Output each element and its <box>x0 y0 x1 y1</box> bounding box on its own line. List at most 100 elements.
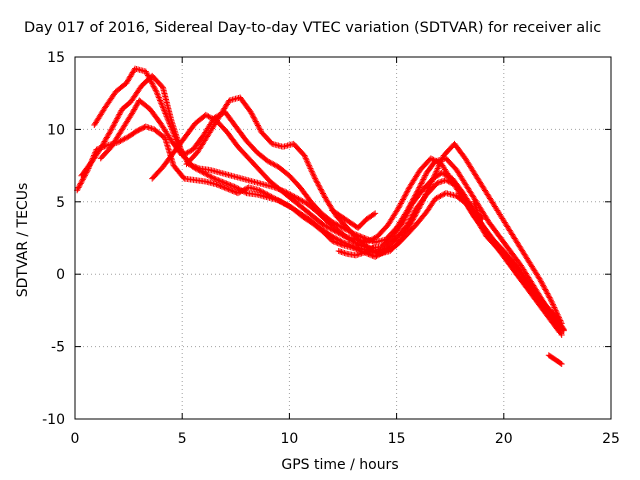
data-point <box>308 166 315 173</box>
data-point <box>133 102 140 109</box>
data-point <box>410 196 417 203</box>
data-point <box>172 135 179 142</box>
data-point <box>537 278 544 285</box>
y-tick-label: 10 <box>47 122 65 138</box>
data-point <box>410 216 417 223</box>
data-point <box>540 282 547 289</box>
data-point <box>189 162 196 169</box>
data-point <box>431 172 438 179</box>
data-point <box>273 162 279 169</box>
data-point <box>395 204 402 211</box>
data-point <box>77 181 84 188</box>
data-point <box>549 301 556 308</box>
data-point <box>222 185 229 192</box>
data-point <box>155 94 162 101</box>
data-point <box>438 192 445 199</box>
data-point <box>306 164 313 171</box>
data-point <box>427 181 434 188</box>
data-point <box>545 293 552 300</box>
data-point <box>558 320 565 327</box>
data-point <box>112 119 119 126</box>
data-point <box>416 184 423 191</box>
data-point <box>421 194 428 201</box>
data-point <box>340 239 346 246</box>
data-point <box>409 198 416 205</box>
data-point <box>79 177 86 184</box>
data-point <box>134 101 141 108</box>
data-point <box>409 217 416 224</box>
data-point <box>256 125 263 132</box>
data-point <box>405 187 412 194</box>
data-point <box>546 294 553 301</box>
data-point <box>278 198 285 205</box>
data-point <box>341 239 348 246</box>
data-point <box>292 194 299 201</box>
data-point <box>129 109 136 116</box>
data-point <box>541 285 548 292</box>
data-point <box>226 186 233 193</box>
data-point <box>413 189 420 196</box>
data-point <box>552 307 559 314</box>
data-point <box>309 169 316 176</box>
data-point <box>234 185 241 192</box>
plot-frame <box>74 56 612 420</box>
data-point <box>431 157 438 164</box>
data-point <box>434 166 441 173</box>
data-point <box>344 240 351 247</box>
data-point <box>366 237 373 244</box>
data-point <box>222 179 229 186</box>
data-point <box>270 161 277 168</box>
data-point <box>204 112 211 119</box>
data-point <box>337 223 344 230</box>
data-point <box>349 243 356 250</box>
data-point <box>187 148 194 155</box>
data-point <box>430 156 437 163</box>
data-point <box>442 177 449 184</box>
data-point <box>173 136 180 143</box>
data-point <box>415 205 422 212</box>
series-track-9 <box>470 198 486 223</box>
data-point <box>331 227 338 234</box>
data-point <box>556 316 563 323</box>
data-point <box>330 234 337 241</box>
data-point <box>340 232 347 239</box>
data-point <box>206 114 213 121</box>
data-point <box>422 172 429 179</box>
data-point <box>131 106 138 113</box>
data-point <box>335 222 342 229</box>
data-point <box>152 86 159 93</box>
data-point <box>155 93 162 100</box>
data-point <box>417 202 424 209</box>
data-point <box>156 95 163 102</box>
data-point <box>164 114 171 121</box>
data-point <box>162 110 169 117</box>
data-point <box>76 183 83 190</box>
data-point <box>164 116 171 123</box>
data-point <box>149 80 156 87</box>
data-point <box>169 127 176 134</box>
data-point <box>406 203 413 210</box>
y-tick-label: 15 <box>47 50 65 66</box>
data-point <box>238 187 245 194</box>
data-point <box>117 110 124 117</box>
data-point <box>157 97 164 104</box>
data-point <box>412 210 419 217</box>
data-point <box>373 249 380 256</box>
data-point <box>397 201 404 208</box>
data-point <box>436 193 443 200</box>
data-point <box>327 225 334 232</box>
data-point <box>432 169 439 176</box>
data-point <box>554 311 561 318</box>
data-point <box>555 313 562 320</box>
data-point <box>165 119 172 126</box>
data-point <box>147 77 154 84</box>
data-point <box>179 152 186 159</box>
data-point <box>333 235 340 242</box>
data-point <box>422 193 429 200</box>
data-point <box>473 206 480 213</box>
data-point <box>257 126 264 133</box>
data-point <box>550 303 557 310</box>
data-point <box>275 197 282 204</box>
data-point <box>405 204 412 211</box>
data-point <box>211 175 218 182</box>
